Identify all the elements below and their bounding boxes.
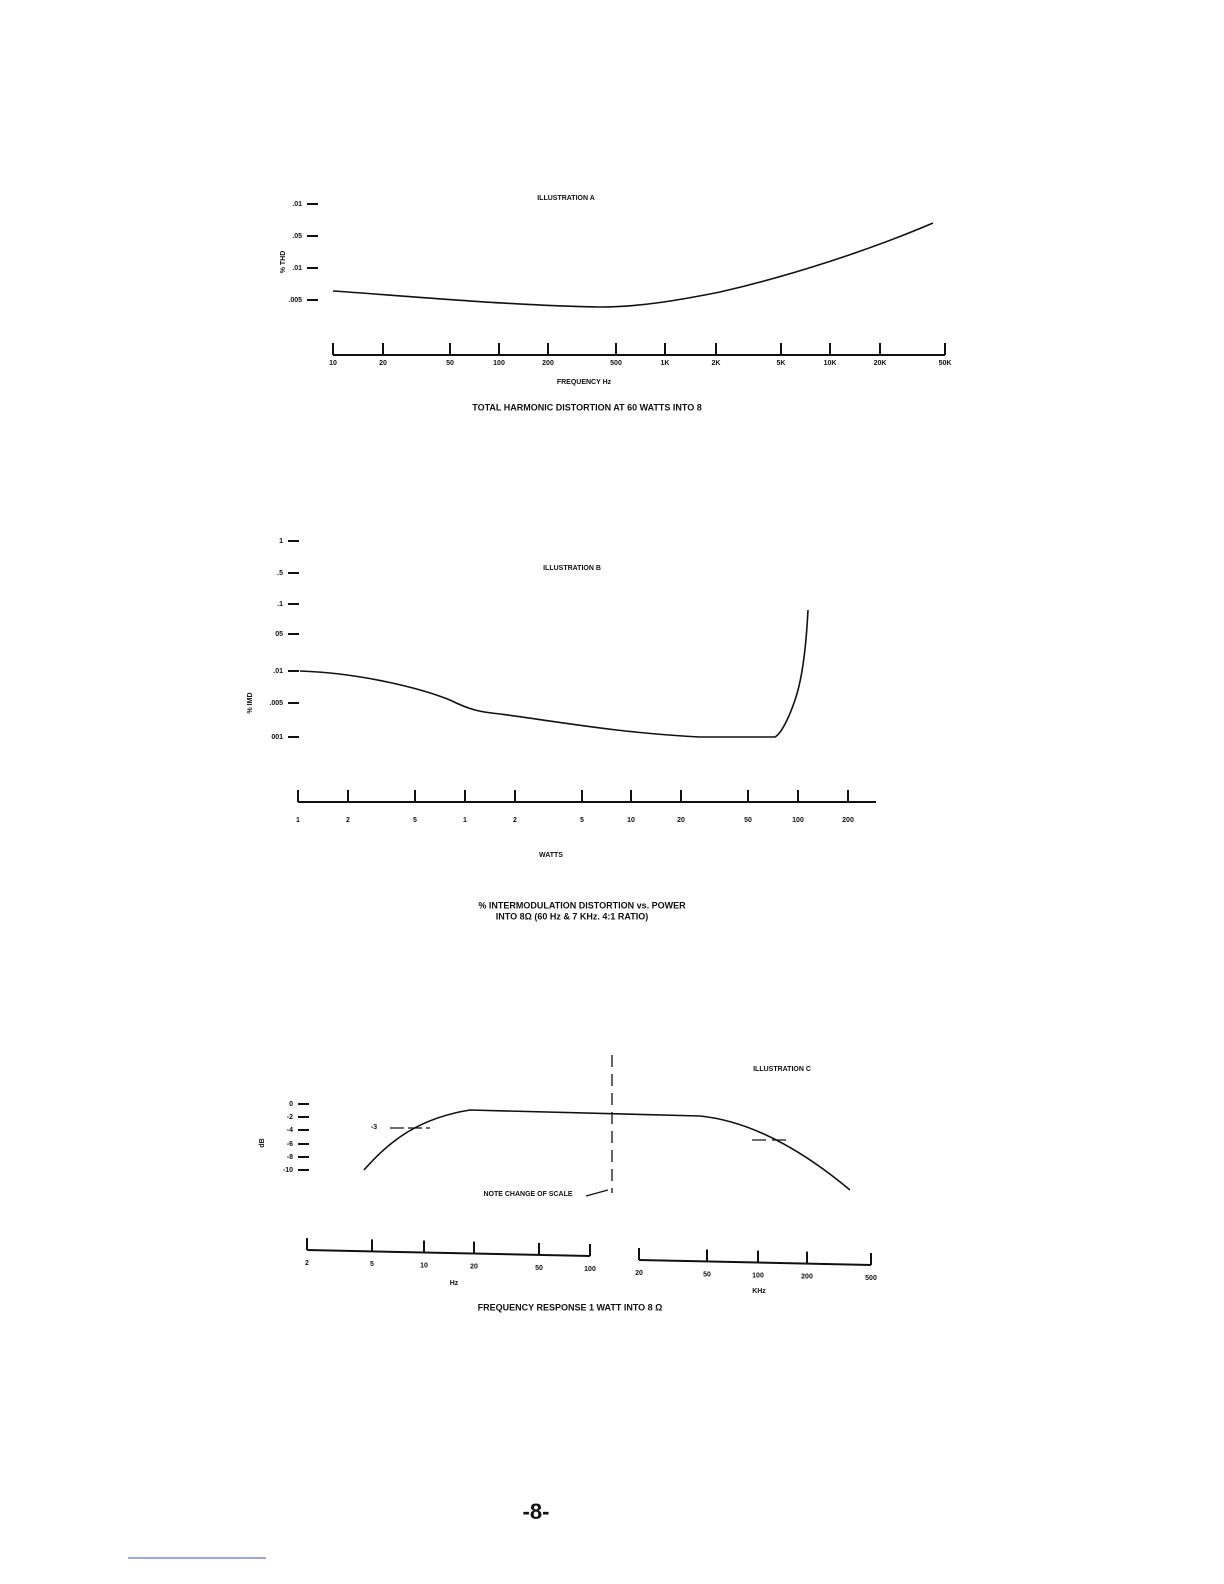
x-label: 10K [824,360,837,367]
x-axis-label: KHz [752,1288,766,1295]
x-label: 1 [463,817,467,824]
curve [332,222,934,308]
curve [363,1109,851,1191]
x-label: 2 [513,817,517,824]
y-label: .005 [288,297,302,304]
x-axis [306,1249,591,1257]
x-label: 100 [584,1266,596,1273]
x-label: 20 [635,1270,643,1277]
x-axis-label: WATTS [539,852,563,859]
caption: FREQUENCY RESPONSE 1 WATT INTO 8 Ω [478,1302,663,1312]
x-label: 2 [305,1260,309,1267]
y-label: .01 [273,668,283,675]
y-label: .01 [292,201,302,208]
y-label: -2 [287,1114,293,1121]
x-label: 2K [712,360,721,367]
x-axis [638,1259,872,1266]
arrow [585,1189,609,1197]
x-label: 50K [939,360,952,367]
y-label: .01 [292,265,302,272]
y-label: 05 [275,631,283,638]
x-label: 500 [865,1275,877,1282]
y-label: .1 [277,601,283,608]
x-label: 10 [329,360,337,367]
title: ILLUSTRATION C [753,1066,811,1073]
x-label: 200 [542,360,554,367]
x-label: 5 [370,1261,374,1268]
x-label: 50 [446,360,454,367]
y-label: 0 [289,1101,293,1108]
x-label: 100 [792,817,804,824]
y-label: -8 [287,1154,293,1161]
caption: TOTAL HARMONIC DISTORTION AT 60 WATTS IN… [472,402,702,412]
x-label: 20 [470,1263,478,1270]
x-label: 20 [379,360,387,367]
y-label: -4 [287,1127,293,1134]
title: ILLUSTRATION B [543,565,601,572]
y-label: -6 [287,1141,293,1148]
y-label: .5 [277,570,283,577]
x-label: 5 [580,817,584,824]
y-label: -10 [283,1167,293,1174]
x-label: 500 [610,360,622,367]
x-label: 100 [752,1272,764,1279]
x-label: 2 [346,817,350,824]
x-label: 50 [535,1265,543,1272]
y-label: 001 [271,734,283,741]
note: NOTE CHANGE OF SCALE [483,1191,572,1198]
x-label: 1K [661,360,670,367]
x-label: 1 [296,817,300,824]
y-label: .05 [292,233,302,240]
page-number: -8- [523,1499,550,1524]
x-label: 10 [627,817,635,824]
y-axis-label: % IMD [247,693,254,714]
caption: INTO 8Ω (60 Hz & 7 KHz. 4:1 RATIO) [496,911,648,921]
x-label: 5K [777,360,786,367]
y-label: 1 [279,538,283,545]
marker-label: -3 [371,1124,377,1131]
curve [299,609,809,738]
x-label: 50 [703,1271,711,1278]
x-label: 50 [744,817,752,824]
title: ILLUSTRATION A [537,195,595,202]
x-axis-label: Hz [450,1280,459,1287]
x-label: 10 [420,1262,428,1269]
y-label: .005 [269,700,283,707]
x-label: 20 [677,817,685,824]
x-label: 5 [413,817,417,824]
caption: % INTERMODULATION DISTORTION vs. POWER [478,900,686,910]
x-label: 100 [493,360,505,367]
x-label: 200 [842,817,854,824]
y-axis-label: % THD [280,251,287,274]
x-axis-label: FREQUENCY Hz [557,379,612,386]
y-axis-label: dB [259,1138,266,1147]
x-label: 20K [874,360,887,367]
x-label: 200 [801,1273,813,1280]
